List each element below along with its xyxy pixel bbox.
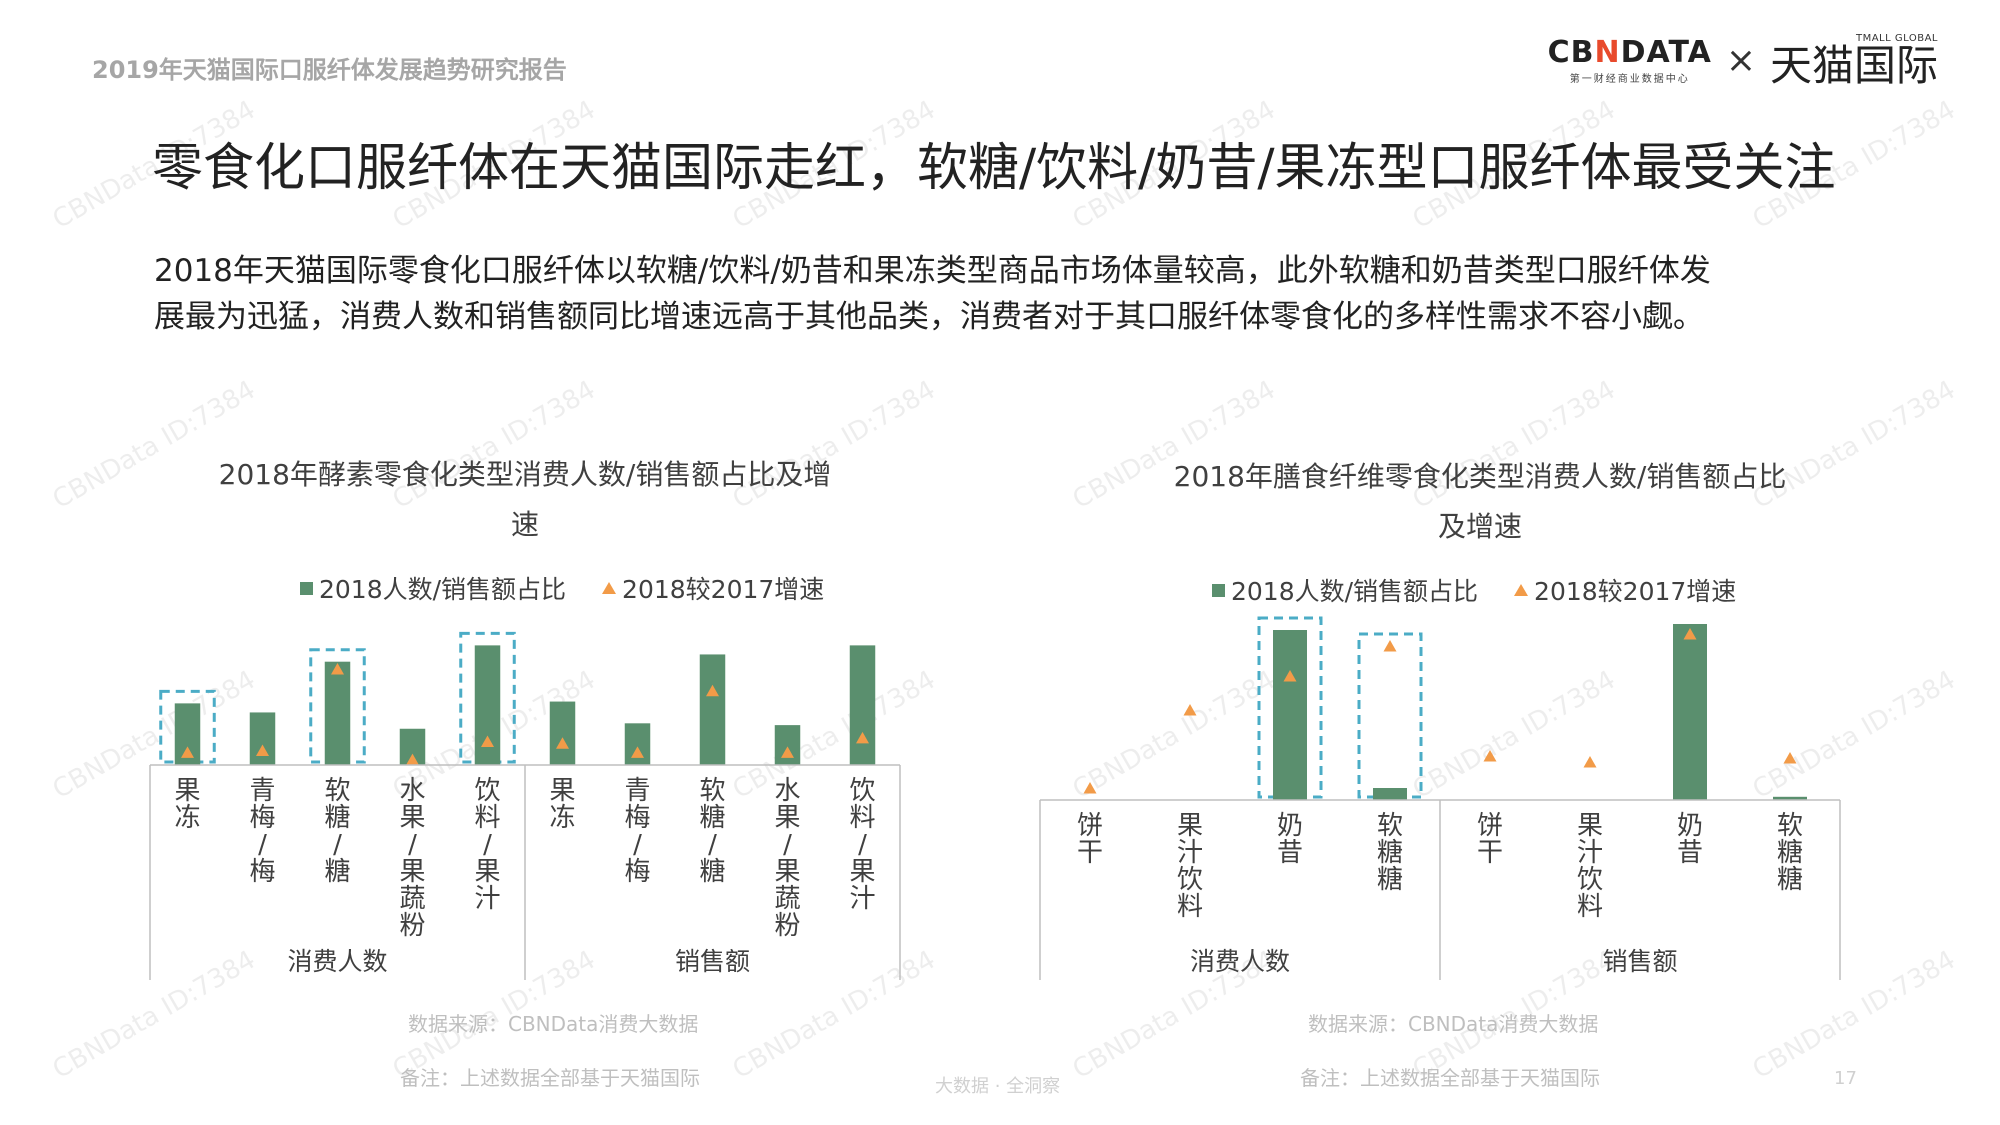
group-label: 消费人数: [1190, 947, 1290, 976]
bar: [1773, 796, 1807, 800]
growth-marker: [1383, 640, 1397, 652]
legend-item-growth: 2018较2017增速: [1514, 572, 1736, 608]
category-label: 饼干: [1077, 811, 1103, 868]
highlight-box: [309, 648, 366, 764]
tmall-global-name: 天猫国际: [1769, 40, 1938, 90]
page-number: 17: [1834, 1068, 1857, 1089]
bar: [1273, 630, 1307, 800]
cbndata-logo-subtitle: 第一财经商业数据中心: [1569, 74, 1690, 85]
legend-label-share: 2018人数/销售额占比: [319, 575, 567, 604]
tmall-global-logo: TMALL GLOBAL 天猫国际: [1770, 33, 1938, 88]
growth-marker: [1683, 628, 1697, 640]
bar: [324, 661, 351, 765]
category-label: 软糖糖: [1777, 811, 1803, 895]
left-chart-legend: 2018人数/销售额占比 2018较2017增速: [300, 570, 824, 606]
category-label: 饼干: [1477, 811, 1503, 868]
bar: [1673, 624, 1707, 800]
bar: [474, 645, 501, 765]
category-label: 果冻: [549, 776, 575, 833]
group-label: 销售额: [1602, 947, 1677, 976]
legend-item-growth: 2018较2017增速: [602, 570, 824, 606]
category-label: 果汁饮料: [1177, 811, 1203, 922]
right-chart-legend: 2018人数/销售额占比 2018较2017增速: [1212, 572, 1736, 608]
bar: [549, 701, 576, 765]
growth-marker: [1583, 756, 1597, 768]
right-chart-title-line-2: 及增速: [1437, 510, 1522, 543]
legend-label-share: 2018人数/销售额占比: [1231, 577, 1479, 606]
brand-logos: CBNDATA 第一财经商业数据中心 × TMALL GLOBAL 天猫国际: [1548, 30, 1938, 90]
page-title: 零食化口服纤体在天猫国际走红，软糖/饮料/奶昔/果冻型口服纤体最受关注: [152, 139, 1836, 198]
bar: [1373, 788, 1407, 800]
bar: [624, 723, 651, 765]
footer-slogan: 大数据 · 全洞察: [935, 1076, 1061, 1097]
category-label: 奶昔: [1277, 811, 1303, 868]
legend-item-share: 2018人数/销售额占比: [300, 570, 566, 606]
category-label: 果冻: [174, 776, 200, 833]
right-remark-note: 备注：上述数据全部基于天猫国际: [1300, 1066, 1600, 1090]
bar: [249, 712, 276, 765]
category-label: 奶昔: [1677, 811, 1703, 868]
cbndata-logo-word: CBNDATA: [1547, 35, 1712, 70]
growth-marker: [1483, 750, 1497, 762]
growth-marker: [781, 746, 794, 758]
right-chart-title-line-1: 2018年膳食纤维零食化类型消费人数/销售额占比: [1173, 460, 1787, 493]
growth-marker: [556, 737, 569, 749]
left-chart-title: 2018年酵素零食化类型消费人数/销售额占比及增 速: [150, 450, 900, 550]
growth-marker: [256, 744, 269, 756]
bar: [849, 645, 876, 765]
category-label: 水果/果蔬粉: [774, 776, 800, 941]
logo-separator: ×: [1725, 39, 1756, 81]
description: 2018年天猫国际零食化口服纤体以软糖/饮料/奶昔和果冻类型商品市场体量较高，此…: [154, 248, 1874, 340]
category-label: 饮料/果汁: [474, 776, 500, 914]
legend-bar-swatch: [300, 581, 313, 595]
left-chart-title-line-2: 速: [510, 508, 539, 541]
growth-marker: [856, 731, 869, 744]
category-label: 软糖糖: [1377, 811, 1403, 895]
cbndata-logo: CBNDATA 第一财经商业数据中心: [1548, 35, 1712, 85]
highlight-box: [1357, 632, 1423, 799]
category-label: 果汁饮料: [1577, 811, 1603, 922]
growth-marker: [1083, 782, 1097, 794]
right-source-note: 数据来源：CBNData消费大数据: [1308, 1012, 1599, 1036]
legend-label-growth: 2018较2017增速: [622, 575, 825, 604]
category-label: 软糖/糖: [324, 776, 350, 887]
left-source-note: 数据来源：CBNData消费大数据: [408, 1012, 699, 1036]
bar: [774, 725, 801, 765]
category-label: 水果/果蔬粉: [399, 776, 425, 941]
legend-marker-swatch: [602, 582, 617, 594]
growth-marker: [1783, 752, 1797, 764]
growth-marker: [406, 753, 419, 766]
growth-marker: [631, 746, 644, 758]
growth-marker: [481, 735, 494, 747]
description-line-1: 2018年天猫国际零食化口服纤体以软糖/饮料/奶昔和果冻类型商品市场体量较高，此…: [154, 253, 1711, 289]
category-label: 青梅/梅: [249, 776, 275, 887]
right-chart-title: 2018年膳食纤维零食化类型消费人数/销售额占比 及增速: [1040, 452, 1920, 552]
growth-marker: [1283, 670, 1297, 682]
group-label: 销售额: [675, 947, 750, 976]
left-remark-note: 备注：上述数据全部基于天猫国际: [400, 1066, 700, 1090]
legend-bar-swatch: [1212, 583, 1225, 597]
category-label: 饮料/果汁: [849, 776, 875, 914]
growth-marker: [331, 662, 344, 675]
growth-marker: [181, 746, 194, 758]
category-label: 青梅/梅: [624, 776, 650, 887]
left-chart-plot: 果冻 青梅/梅 软糖/糖 水果/果蔬粉 饮料/果汁 果冻 青梅/梅 软糖/糖 水果/果蔬粉 饮料/…: [149, 631, 901, 980]
bar: [699, 654, 726, 765]
legend-item-share: 2018人数/销售额占比: [1212, 572, 1478, 608]
description-line-2: 展最为迅猛，消费人数和销售额同比增速远高于其他品类，消费者对于其口服纤体零食化的…: [154, 299, 1704, 335]
legend-label-growth: 2018较2017增速: [1534, 577, 1737, 606]
category-label: 软糖/糖: [699, 776, 725, 887]
growth-marker: [1183, 704, 1197, 716]
group-label: 消费人数: [287, 947, 387, 976]
report-title: 2019年天猫国际口服纤体发展趋势研究报告: [92, 56, 567, 84]
tmall-global-small: TMALL GLOBAL: [1855, 32, 1938, 44]
legend-marker-swatch: [1514, 584, 1529, 596]
left-chart-title-line-1: 2018年酵素零食化类型消费人数/销售额占比及增: [218, 458, 832, 491]
growth-marker: [706, 684, 719, 697]
